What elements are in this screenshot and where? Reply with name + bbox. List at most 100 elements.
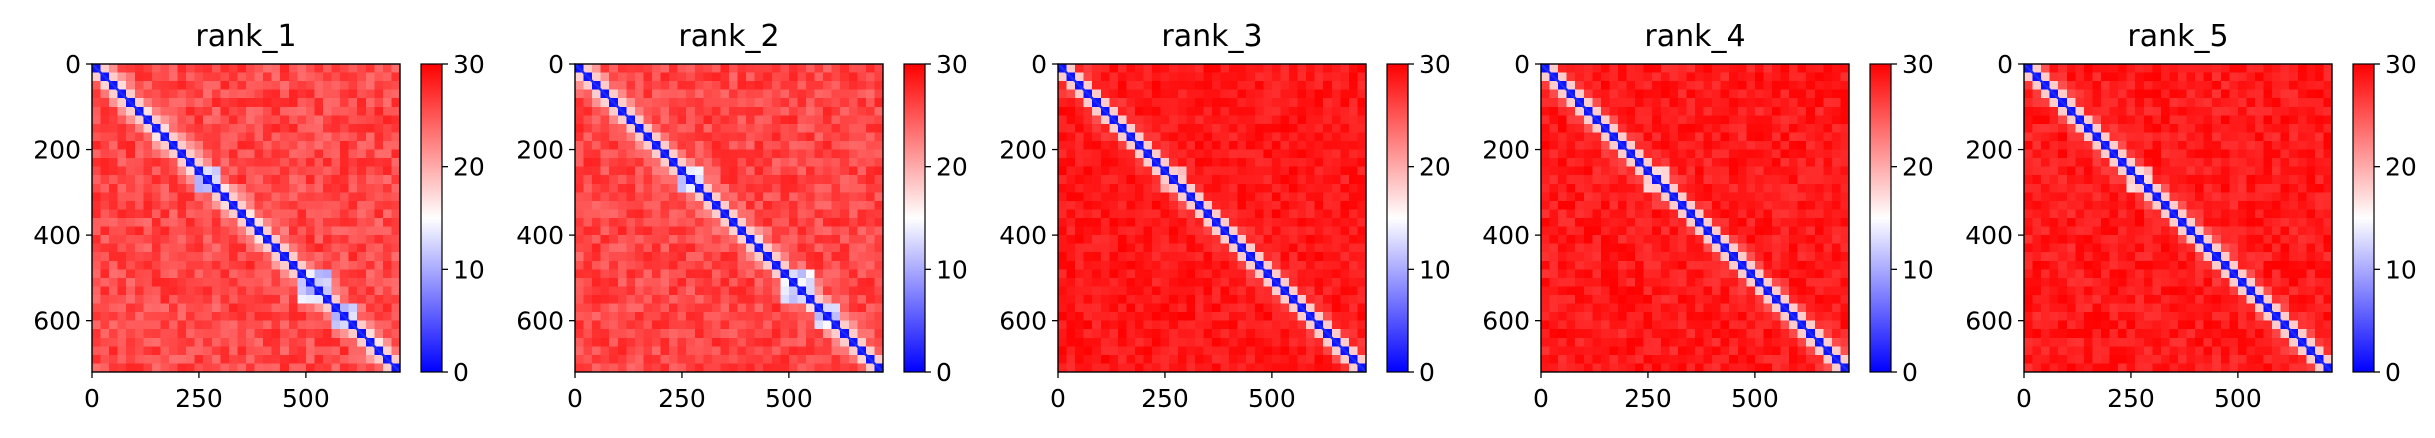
heatmap-cell (1297, 269, 1307, 279)
heatmap-cell (186, 286, 196, 296)
heatmap-cell (1254, 200, 1264, 211)
heatmap-cell (1331, 141, 1341, 151)
heatmap-cell (228, 192, 239, 202)
heatmap-cell (1143, 226, 1153, 236)
heatmap-cell (1618, 115, 1628, 125)
heatmap-cell (634, 363, 645, 373)
heatmap-cell (634, 183, 645, 193)
heatmap-cell (711, 115, 722, 125)
heatmap-cell (1075, 166, 1085, 176)
heatmap-cell (1797, 89, 1807, 99)
heatmap-cell (1075, 243, 1085, 253)
heatmap-cell (1643, 252, 1653, 262)
heatmap-cell (1246, 98, 1256, 108)
heatmap-cell (109, 141, 119, 151)
heatmap-cell (1297, 354, 1307, 365)
heatmap-cell (1643, 81, 1653, 91)
heatmap-cell (391, 175, 401, 185)
heatmap-cell (575, 226, 585, 236)
heatmap-cell (203, 141, 213, 151)
heatmap-cell (1592, 166, 1602, 176)
heatmap-cell (686, 89, 696, 99)
heatmap-cell (1772, 192, 1782, 202)
heatmap-cell (1729, 277, 1739, 288)
heatmap-cell (677, 320, 687, 330)
heatmap-cell (323, 200, 333, 211)
heatmap-cell (92, 123, 102, 134)
heatmap-cell (126, 132, 136, 142)
heatmap-cell (1840, 175, 1850, 185)
heatmap-cell (228, 295, 239, 305)
heatmap-cell (169, 329, 179, 339)
heatmap-cell (1583, 72, 1593, 82)
heatmap-cell (1152, 260, 1162, 270)
heatmap-cell (1083, 115, 1093, 125)
heatmap-cell (331, 200, 341, 211)
heatmap-cell (365, 346, 375, 356)
heatmap-cell (763, 303, 773, 313)
heatmap-cell (160, 192, 170, 202)
heatmap-cell (151, 218, 162, 228)
heatmap-cell (126, 192, 136, 202)
heatmap-cell (1212, 106, 1222, 116)
heatmap-cell (737, 123, 747, 134)
heatmap-cell (1348, 89, 1359, 99)
heatmap-cell (617, 183, 627, 193)
heatmap-cell (746, 218, 756, 228)
heatmap-cell (297, 243, 307, 253)
heatmap-cell (331, 312, 341, 322)
heatmap-cell (1814, 192, 1824, 202)
heatmap-cell (711, 363, 722, 373)
heatmap-cell (237, 81, 247, 91)
heatmap-cell (1669, 72, 1679, 82)
heatmap-cell (626, 329, 636, 339)
heatmap-cell (1340, 243, 1350, 253)
heatmap-cell (1263, 286, 1273, 296)
heatmap-cell (771, 141, 781, 151)
heatmap-cell (1831, 81, 1842, 91)
heatmap-cell (771, 269, 781, 279)
heatmap-cell (1618, 235, 1628, 245)
heatmap-cell (720, 72, 730, 82)
heatmap-cell (1695, 277, 1705, 288)
heatmap-cell (1729, 166, 1739, 176)
heatmap-cell (1177, 192, 1187, 202)
heatmap-cell (1763, 269, 1773, 279)
heatmap-cell (151, 72, 162, 82)
heatmap-cell (1246, 115, 1256, 125)
heatmap-cell (92, 183, 102, 193)
heatmap-cell (271, 218, 281, 228)
heatmap-cell (1297, 200, 1307, 211)
heatmap-cell (1177, 200, 1187, 211)
heatmap-cell (237, 72, 247, 82)
heatmap-cell (1254, 158, 1264, 168)
heatmap-cell (1237, 141, 1247, 151)
heatmap-cell (1592, 226, 1602, 236)
heatmap-cell (1160, 98, 1170, 108)
heatmap-cell (1169, 72, 1179, 82)
heatmap-cell (1331, 363, 1341, 373)
heatmap-cell (246, 354, 256, 365)
heatmap-cell (711, 354, 722, 365)
heatmap-cell (609, 158, 619, 168)
heatmap-cell (1720, 132, 1730, 142)
heatmap-cell (686, 329, 696, 339)
heatmap-cell (1592, 123, 1602, 134)
heatmap-cell (840, 226, 850, 236)
heatmap-cell (314, 260, 324, 270)
heatmap-cell (382, 81, 393, 91)
heatmap-cell (100, 235, 110, 245)
heatmap-cell (331, 329, 341, 339)
heatmap-cell (1720, 218, 1730, 228)
heatmap-cell (211, 346, 221, 356)
heatmap-cell (669, 72, 679, 82)
heatmap-cell (1746, 158, 1756, 168)
heatmap-cell (1583, 98, 1593, 108)
heatmap-cell (1754, 123, 1765, 134)
heatmap-cell (703, 89, 713, 99)
heatmap-cell (1541, 260, 1551, 270)
heatmap-cell (220, 149, 230, 159)
heatmap-cell (720, 158, 730, 168)
heatmap-cell (652, 98, 662, 108)
heatmap-cell (340, 132, 350, 142)
